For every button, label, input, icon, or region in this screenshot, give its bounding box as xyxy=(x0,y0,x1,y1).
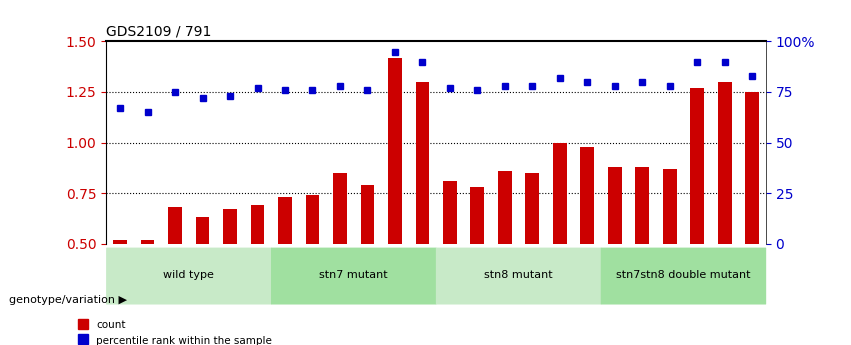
Text: genotype/variation ▶: genotype/variation ▶ xyxy=(9,295,127,305)
Bar xyxy=(580,147,594,345)
Bar xyxy=(525,173,540,345)
Text: stn8 mutant: stn8 mutant xyxy=(484,270,553,280)
Legend: count, percentile rank within the sample: count, percentile rank within the sample xyxy=(73,316,277,345)
Bar xyxy=(636,167,649,345)
Text: wild type: wild type xyxy=(163,270,214,280)
Bar xyxy=(608,167,621,345)
Text: stn7 mutant: stn7 mutant xyxy=(319,270,388,280)
Bar xyxy=(553,142,567,345)
Bar xyxy=(471,187,484,345)
Bar xyxy=(278,197,292,345)
Bar xyxy=(168,207,182,345)
Bar xyxy=(745,92,759,345)
Bar xyxy=(196,217,209,345)
Bar xyxy=(113,240,127,345)
FancyBboxPatch shape xyxy=(106,248,271,305)
Bar xyxy=(223,209,237,345)
FancyBboxPatch shape xyxy=(436,248,602,305)
FancyBboxPatch shape xyxy=(601,248,766,305)
Bar xyxy=(690,88,704,345)
Bar xyxy=(498,171,511,345)
Bar xyxy=(306,195,319,345)
Bar xyxy=(361,185,374,345)
Bar xyxy=(333,173,347,345)
Text: GDS2109 / 791: GDS2109 / 791 xyxy=(106,25,212,39)
Bar xyxy=(717,82,732,345)
Bar xyxy=(140,240,155,345)
Bar xyxy=(415,82,429,345)
Text: stn7stn8 double mutant: stn7stn8 double mutant xyxy=(616,270,751,280)
FancyBboxPatch shape xyxy=(271,248,437,305)
Bar xyxy=(663,169,677,345)
Bar xyxy=(443,181,457,345)
Bar xyxy=(251,205,265,345)
Bar xyxy=(388,58,402,345)
